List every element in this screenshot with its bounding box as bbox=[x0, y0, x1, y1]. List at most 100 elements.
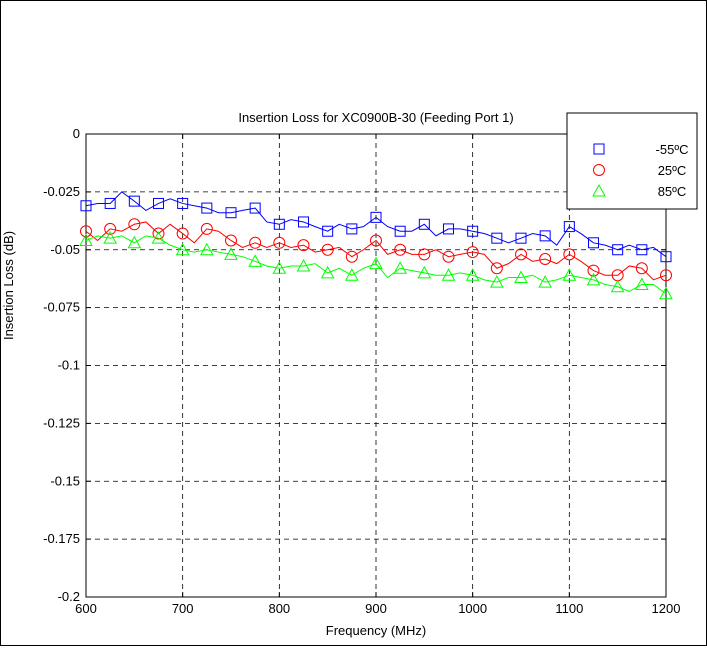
data-point-marker bbox=[152, 227, 165, 240]
legend-label: -55ºC bbox=[656, 142, 689, 157]
series-2 bbox=[79, 231, 673, 300]
data-point-marker bbox=[635, 262, 648, 275]
data-point-marker bbox=[321, 243, 334, 256]
y-tick-label: -0.025 bbox=[43, 184, 80, 199]
data-point-marker bbox=[320, 265, 335, 279]
data-point-marker bbox=[201, 202, 213, 214]
data-point-marker bbox=[587, 264, 600, 277]
data-point-marker bbox=[634, 277, 649, 290]
data-point-marker bbox=[346, 223, 358, 235]
data-point-marker bbox=[80, 225, 92, 238]
data-point-marker bbox=[515, 248, 527, 261]
data-point-marker bbox=[394, 225, 406, 237]
series-0 bbox=[80, 191, 672, 263]
data-point-marker bbox=[249, 236, 262, 249]
data-point-marker bbox=[177, 197, 189, 209]
data-point-marker bbox=[200, 222, 213, 235]
data-point-marker bbox=[660, 269, 672, 282]
data-point-marker bbox=[296, 258, 311, 272]
legend-label: 85ºC bbox=[658, 184, 687, 199]
data-point-marker bbox=[610, 279, 625, 293]
data-point-marker bbox=[199, 242, 214, 256]
data-point-marker bbox=[176, 227, 189, 240]
data-point-marker bbox=[103, 231, 118, 244]
data-point-marker bbox=[370, 234, 382, 247]
x-tick-label: 700 bbox=[172, 601, 194, 616]
data-point-marker bbox=[273, 236, 286, 249]
data-point-marker bbox=[467, 225, 479, 237]
data-point-marker bbox=[153, 197, 164, 209]
data-point-marker bbox=[491, 232, 503, 244]
data-point-marker bbox=[370, 211, 382, 223]
data-point-marker bbox=[490, 262, 503, 275]
legend-marker bbox=[593, 164, 605, 176]
data-point-marker bbox=[612, 244, 624, 256]
x-tick-label: 900 bbox=[365, 601, 387, 616]
data-point-marker bbox=[563, 221, 575, 233]
series-layer bbox=[79, 191, 673, 300]
series-line bbox=[85, 191, 667, 258]
chart-title: Insertion Loss for XC0900B-30 (Feeding P… bbox=[238, 110, 513, 125]
y-tick-label: 0 bbox=[73, 126, 80, 141]
data-point-marker bbox=[417, 265, 432, 279]
data-point-marker bbox=[443, 223, 454, 235]
data-point-marker bbox=[442, 250, 455, 263]
data-point-marker bbox=[272, 261, 287, 274]
data-point-marker bbox=[344, 268, 359, 281]
data-point-marker bbox=[151, 231, 166, 244]
data-point-marker bbox=[586, 272, 601, 286]
data-point-marker bbox=[538, 275, 553, 288]
data-point-marker bbox=[249, 202, 261, 214]
data-point-marker bbox=[79, 233, 93, 246]
data-point-marker bbox=[418, 218, 430, 230]
series-line bbox=[85, 235, 667, 295]
x-axis-label: Frequency (MHz) bbox=[326, 623, 426, 638]
legend-marker bbox=[593, 143, 605, 155]
data-point-marker bbox=[273, 218, 285, 230]
data-point-marker bbox=[418, 248, 431, 261]
grid-layer bbox=[86, 134, 666, 597]
data-point-marker bbox=[562, 268, 577, 281]
y-tick-label: -0.15 bbox=[50, 473, 80, 488]
data-point-marker bbox=[345, 250, 358, 263]
data-point-marker bbox=[659, 286, 673, 300]
legend-label: 25ºC bbox=[658, 163, 687, 178]
data-point-marker bbox=[515, 232, 527, 244]
legend-box bbox=[566, 112, 698, 210]
data-point-marker bbox=[298, 216, 309, 228]
data-point-marker bbox=[225, 207, 237, 219]
data-point-marker bbox=[248, 254, 263, 267]
data-point-marker bbox=[225, 234, 237, 247]
data-point-marker bbox=[660, 251, 672, 263]
data-point-marker bbox=[588, 237, 599, 249]
data-point-marker bbox=[128, 195, 140, 207]
tick-layer: 600 700 800 900 1000 1100 1200 0 -0.025 -0.05 -0.0… bbox=[43, 126, 680, 616]
data-point-marker bbox=[466, 246, 479, 259]
data-point-marker bbox=[563, 248, 576, 261]
x-tick-label: 1000 bbox=[458, 601, 487, 616]
data-point-marker bbox=[80, 200, 92, 212]
series-line bbox=[85, 221, 667, 281]
data-point-marker bbox=[297, 239, 310, 252]
data-point-marker bbox=[465, 268, 480, 281]
y-axis-label: Insertion Loss (dB) bbox=[1, 231, 16, 340]
data-point-marker bbox=[369, 256, 383, 270]
x-tick-label: 1200 bbox=[652, 601, 681, 616]
data-point-marker bbox=[393, 261, 408, 274]
y-tick-label: -0.05 bbox=[50, 242, 80, 257]
data-point-marker bbox=[441, 268, 456, 281]
data-point-marker bbox=[514, 270, 528, 284]
data-point-marker bbox=[104, 197, 116, 209]
x-tick-label: 800 bbox=[268, 601, 290, 616]
data-point-marker bbox=[636, 244, 648, 256]
data-point-marker bbox=[322, 225, 334, 237]
data-point-marker bbox=[104, 222, 117, 235]
series-1 bbox=[80, 218, 672, 282]
x-tick-label: 1100 bbox=[555, 601, 583, 616]
data-point-marker bbox=[128, 218, 141, 231]
data-point-marker bbox=[394, 243, 407, 256]
data-point-marker bbox=[175, 242, 190, 256]
y-tick-label: -0.175 bbox=[43, 531, 80, 546]
